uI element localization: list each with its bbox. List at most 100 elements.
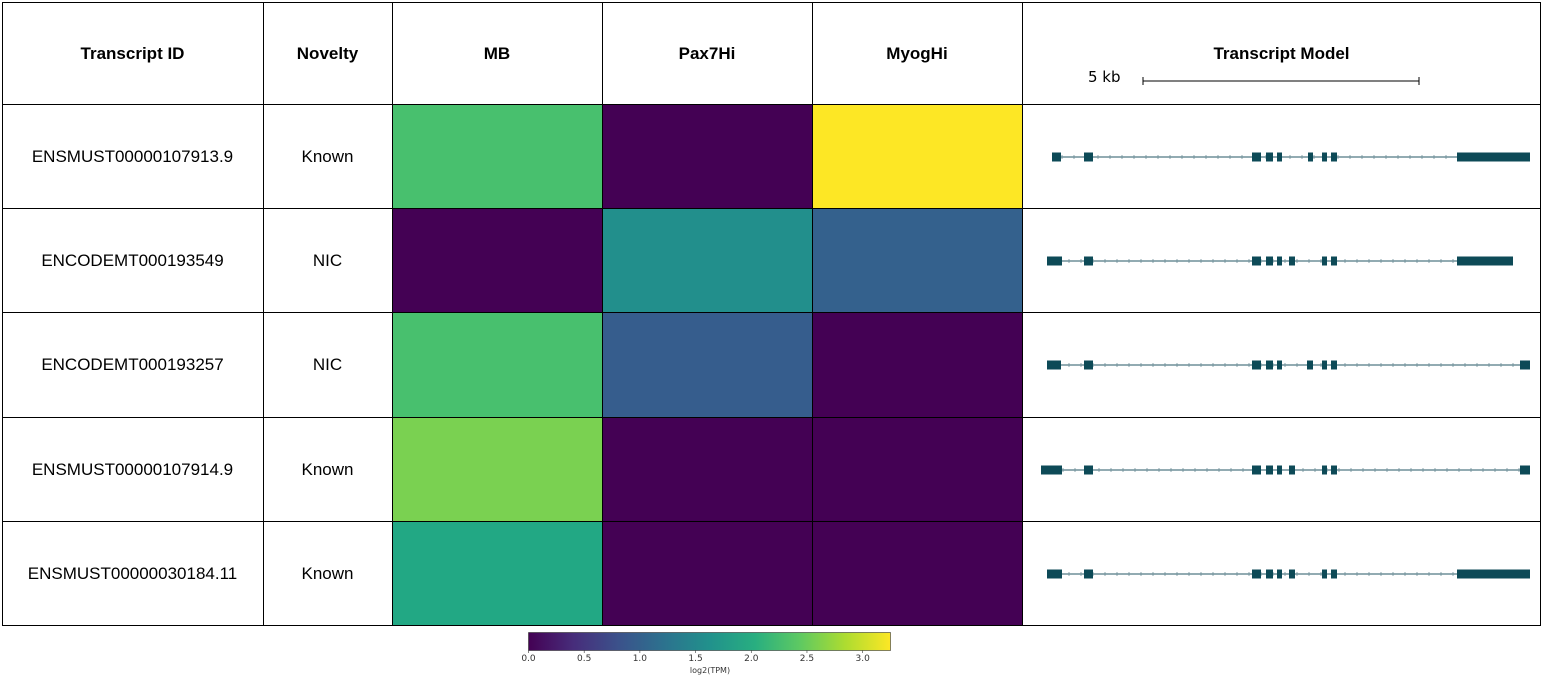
heatmap-cell <box>392 105 602 210</box>
exon-block <box>1322 465 1327 475</box>
heatmap-cell <box>602 313 812 418</box>
exon-block <box>1277 465 1282 475</box>
exon-block <box>1289 256 1295 266</box>
grid-line <box>2 208 1541 209</box>
exon-block <box>1289 465 1295 475</box>
colorbar-tick-label: 2.5 <box>799 654 815 664</box>
novelty-cell: NIC <box>312 355 343 375</box>
grid-line <box>392 2 393 626</box>
exon-block <box>1266 569 1273 579</box>
header-pax7hi: Pax7Hi <box>678 43 736 63</box>
colorbar-tick-label: 0.5 <box>577 654 592 664</box>
novelty-cell: Known <box>301 563 354 583</box>
header-transcript-id: Transcript ID <box>80 43 185 63</box>
exon-block <box>1308 152 1313 162</box>
header-mb: MB <box>483 43 511 63</box>
grid-line <box>1540 2 1541 626</box>
colorbar-tick-label: 2.0 <box>744 654 759 664</box>
exon-block <box>1084 256 1093 266</box>
exon-block <box>1252 465 1261 475</box>
exon-block <box>1322 569 1327 579</box>
exon-block <box>1457 569 1530 579</box>
colorbar-tick-label: 1.0 <box>632 654 648 664</box>
grid-line <box>602 2 603 626</box>
header-transcript-model: Transcript Model <box>1213 44 1350 63</box>
exon-block <box>1277 152 1282 162</box>
exon-block <box>1084 152 1093 162</box>
grid-line <box>2 2 1541 3</box>
exon-block <box>1331 360 1337 370</box>
exon-block <box>1331 569 1337 579</box>
transcript-id-cell: ENCODEMT000193257 <box>41 355 224 375</box>
exon-block <box>1252 360 1261 370</box>
exon-block <box>1322 360 1327 370</box>
heatmap-cell <box>392 313 602 418</box>
transcript-model <box>1047 569 1530 579</box>
exon-block <box>1252 569 1261 579</box>
exon-block <box>1277 360 1282 370</box>
exon-block <box>1047 360 1061 370</box>
exon-block <box>1331 152 1337 162</box>
exon-block <box>1520 360 1530 370</box>
transcript-model <box>1047 256 1513 266</box>
exon-block <box>1252 152 1261 162</box>
grid-line <box>2 2 3 626</box>
heatmap-cell <box>602 521 812 626</box>
heatmap-cell <box>602 105 812 210</box>
colorbar: 0.0 0.5 1.0 1.5 2.0 2.5 3.0 log2(TPM) <box>521 632 892 678</box>
grid-line <box>263 2 264 626</box>
colorbar-gradient <box>528 632 891 651</box>
exon-block <box>1047 569 1062 579</box>
exon-block <box>1322 256 1327 266</box>
transcript-id-cell: ENCODEMT000193549 <box>41 251 224 271</box>
exon-block <box>1041 465 1062 475</box>
heatmap-cell <box>392 209 602 314</box>
exon-block <box>1277 256 1282 266</box>
colorbar-tick-label: 0.0 <box>521 654 536 664</box>
exon-block <box>1331 465 1337 475</box>
grid-line <box>2 625 1541 626</box>
exon-block <box>1331 256 1337 266</box>
exon-block <box>1322 152 1327 162</box>
expression-table: Transcript ID Novelty MB Pax7Hi MyogHi T… <box>2 2 1541 626</box>
transcript-id-cell: ENSMUST00000107913.9 <box>31 147 234 167</box>
exon-block <box>1052 152 1061 162</box>
transcript-id-cell: ENSMUST00000030184.11 <box>27 563 238 583</box>
exon-block <box>1084 360 1093 370</box>
heatmap-cell <box>812 313 1022 418</box>
exon-block <box>1266 360 1273 370</box>
exon-block <box>1252 256 1261 266</box>
exon-block <box>1047 256 1062 266</box>
heatmap-cell <box>812 209 1022 314</box>
grid-line <box>2 521 1541 522</box>
exon-block <box>1520 465 1530 475</box>
exon-block <box>1266 256 1273 266</box>
exon-block <box>1307 360 1313 370</box>
exon-block <box>1266 152 1273 162</box>
novelty-cell: NIC <box>312 251 343 271</box>
exon-block <box>1289 569 1295 579</box>
heatmap-cell <box>602 417 812 522</box>
scale-bar <box>1142 77 1420 85</box>
heatmap-cell <box>392 521 602 626</box>
exon-block <box>1084 465 1093 475</box>
exon-block <box>1277 569 1282 579</box>
transcript-model <box>1041 465 1530 475</box>
grid-line <box>2 417 1541 418</box>
heatmap-cell <box>602 209 812 314</box>
transcript-id-cell: ENSMUST00000107914.9 <box>31 459 234 479</box>
exon-block <box>1084 569 1093 579</box>
colorbar-tick-label: 3.0 <box>855 654 870 664</box>
grid-line <box>812 2 813 626</box>
header-myoghi: MyogHi <box>886 43 948 63</box>
header-novelty: Novelty <box>296 43 359 63</box>
novelty-cell: Known <box>301 459 354 479</box>
heatmap-cell <box>392 417 602 522</box>
heatmap-cell <box>812 105 1022 210</box>
exon-block <box>1457 256 1513 266</box>
exon-block <box>1457 152 1530 162</box>
heatmap-cell <box>812 417 1022 522</box>
transcript-model <box>1047 360 1530 370</box>
grid-line <box>2 104 1541 105</box>
transcript-model <box>1052 152 1530 162</box>
